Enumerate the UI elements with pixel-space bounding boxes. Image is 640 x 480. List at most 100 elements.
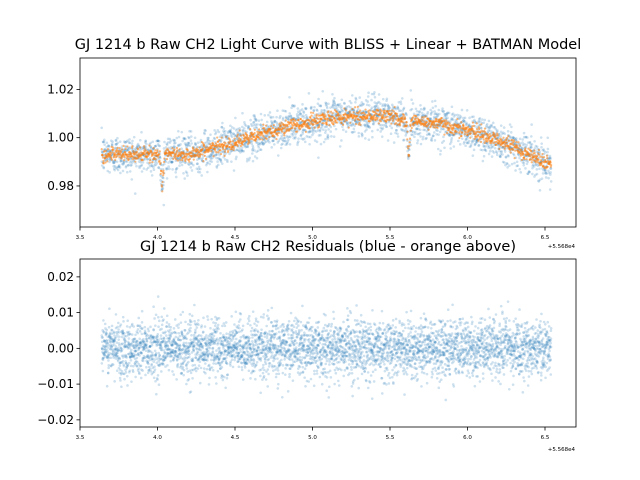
data-point	[386, 107, 390, 111]
data-point	[232, 148, 235, 152]
data-point	[449, 133, 452, 137]
data-point	[333, 117, 336, 120]
data-point	[305, 107, 308, 110]
data-point	[185, 367, 189, 370]
data-point	[428, 122, 431, 126]
data-point	[243, 144, 247, 148]
data-point	[125, 149, 129, 152]
data-point	[514, 137, 518, 140]
data-point	[175, 351, 178, 355]
data-point	[221, 150, 225, 153]
data-point	[162, 147, 166, 150]
data-point	[154, 163, 157, 167]
data-point	[205, 144, 208, 147]
data-point	[232, 147, 236, 150]
data-point	[448, 142, 452, 146]
data-point	[307, 124, 310, 128]
data-point	[325, 125, 329, 129]
data-point	[179, 321, 183, 324]
data-point	[214, 153, 218, 156]
data-point	[408, 137, 412, 140]
data-point	[440, 116, 443, 120]
data-point	[319, 104, 323, 107]
data-point	[220, 162, 224, 165]
data-point	[422, 106, 426, 110]
data-point	[146, 161, 149, 165]
data-point	[154, 144, 158, 148]
data-point	[523, 156, 526, 159]
data-point	[139, 160, 143, 164]
data-point	[318, 128, 322, 132]
data-point	[157, 139, 161, 143]
data-point	[220, 125, 224, 129]
data-point	[223, 150, 227, 153]
data-point	[211, 156, 214, 160]
data-point	[291, 134, 295, 137]
data-point	[362, 102, 365, 106]
data-point	[179, 313, 182, 316]
data-point	[297, 140, 300, 143]
data-point	[270, 121, 274, 125]
data-point	[172, 138, 175, 142]
data-point	[238, 129, 241, 132]
data-point	[112, 164, 115, 168]
data-point	[127, 148, 130, 152]
data-point	[348, 99, 352, 103]
data-point	[192, 163, 195, 167]
data-point	[161, 176, 165, 180]
data-point	[242, 149, 245, 153]
data-point	[463, 120, 467, 123]
data-point	[526, 160, 530, 163]
data-point	[464, 123, 468, 127]
data-point	[174, 171, 178, 174]
data-point	[509, 131, 513, 134]
data-point	[200, 174, 203, 177]
data-point	[207, 154, 211, 158]
data-point	[517, 141, 520, 144]
data-point	[318, 104, 321, 107]
data-point	[211, 139, 215, 143]
data-point	[450, 117, 453, 120]
data-point	[130, 348, 133, 352]
data-point	[239, 151, 242, 154]
data-point	[518, 144, 521, 147]
data-point	[309, 135, 312, 139]
data-point	[271, 139, 275, 142]
data-point	[116, 146, 119, 150]
data-point	[281, 142, 284, 146]
data-point	[524, 167, 527, 170]
data-point	[276, 154, 280, 157]
data-point	[341, 125, 344, 129]
data-point	[412, 124, 415, 127]
data-point	[425, 121, 428, 124]
data-point	[106, 371, 110, 375]
data-point	[259, 112, 263, 116]
data-point	[339, 110, 342, 114]
data-point	[280, 134, 284, 138]
data-point	[169, 139, 173, 143]
data-point	[469, 136, 472, 139]
data-point	[462, 120, 466, 124]
data-point	[188, 312, 192, 316]
data-point	[217, 157, 221, 161]
data-point	[229, 150, 232, 154]
data-point	[232, 127, 236, 130]
data-point	[470, 115, 474, 119]
data-point	[346, 121, 349, 124]
data-point	[147, 329, 150, 333]
data-point	[443, 112, 447, 116]
x-tick-label: 6.5	[541, 235, 550, 241]
data-point	[407, 153, 411, 157]
data-point	[473, 137, 476, 140]
data-point	[540, 142, 543, 145]
data-point	[135, 356, 139, 360]
data-point	[349, 123, 353, 127]
data-point	[356, 105, 359, 108]
data-point	[182, 137, 186, 141]
data-point	[156, 335, 159, 338]
data-point	[128, 146, 131, 150]
data-point	[136, 148, 140, 151]
data-point	[342, 128, 345, 132]
data-point	[219, 140, 222, 144]
